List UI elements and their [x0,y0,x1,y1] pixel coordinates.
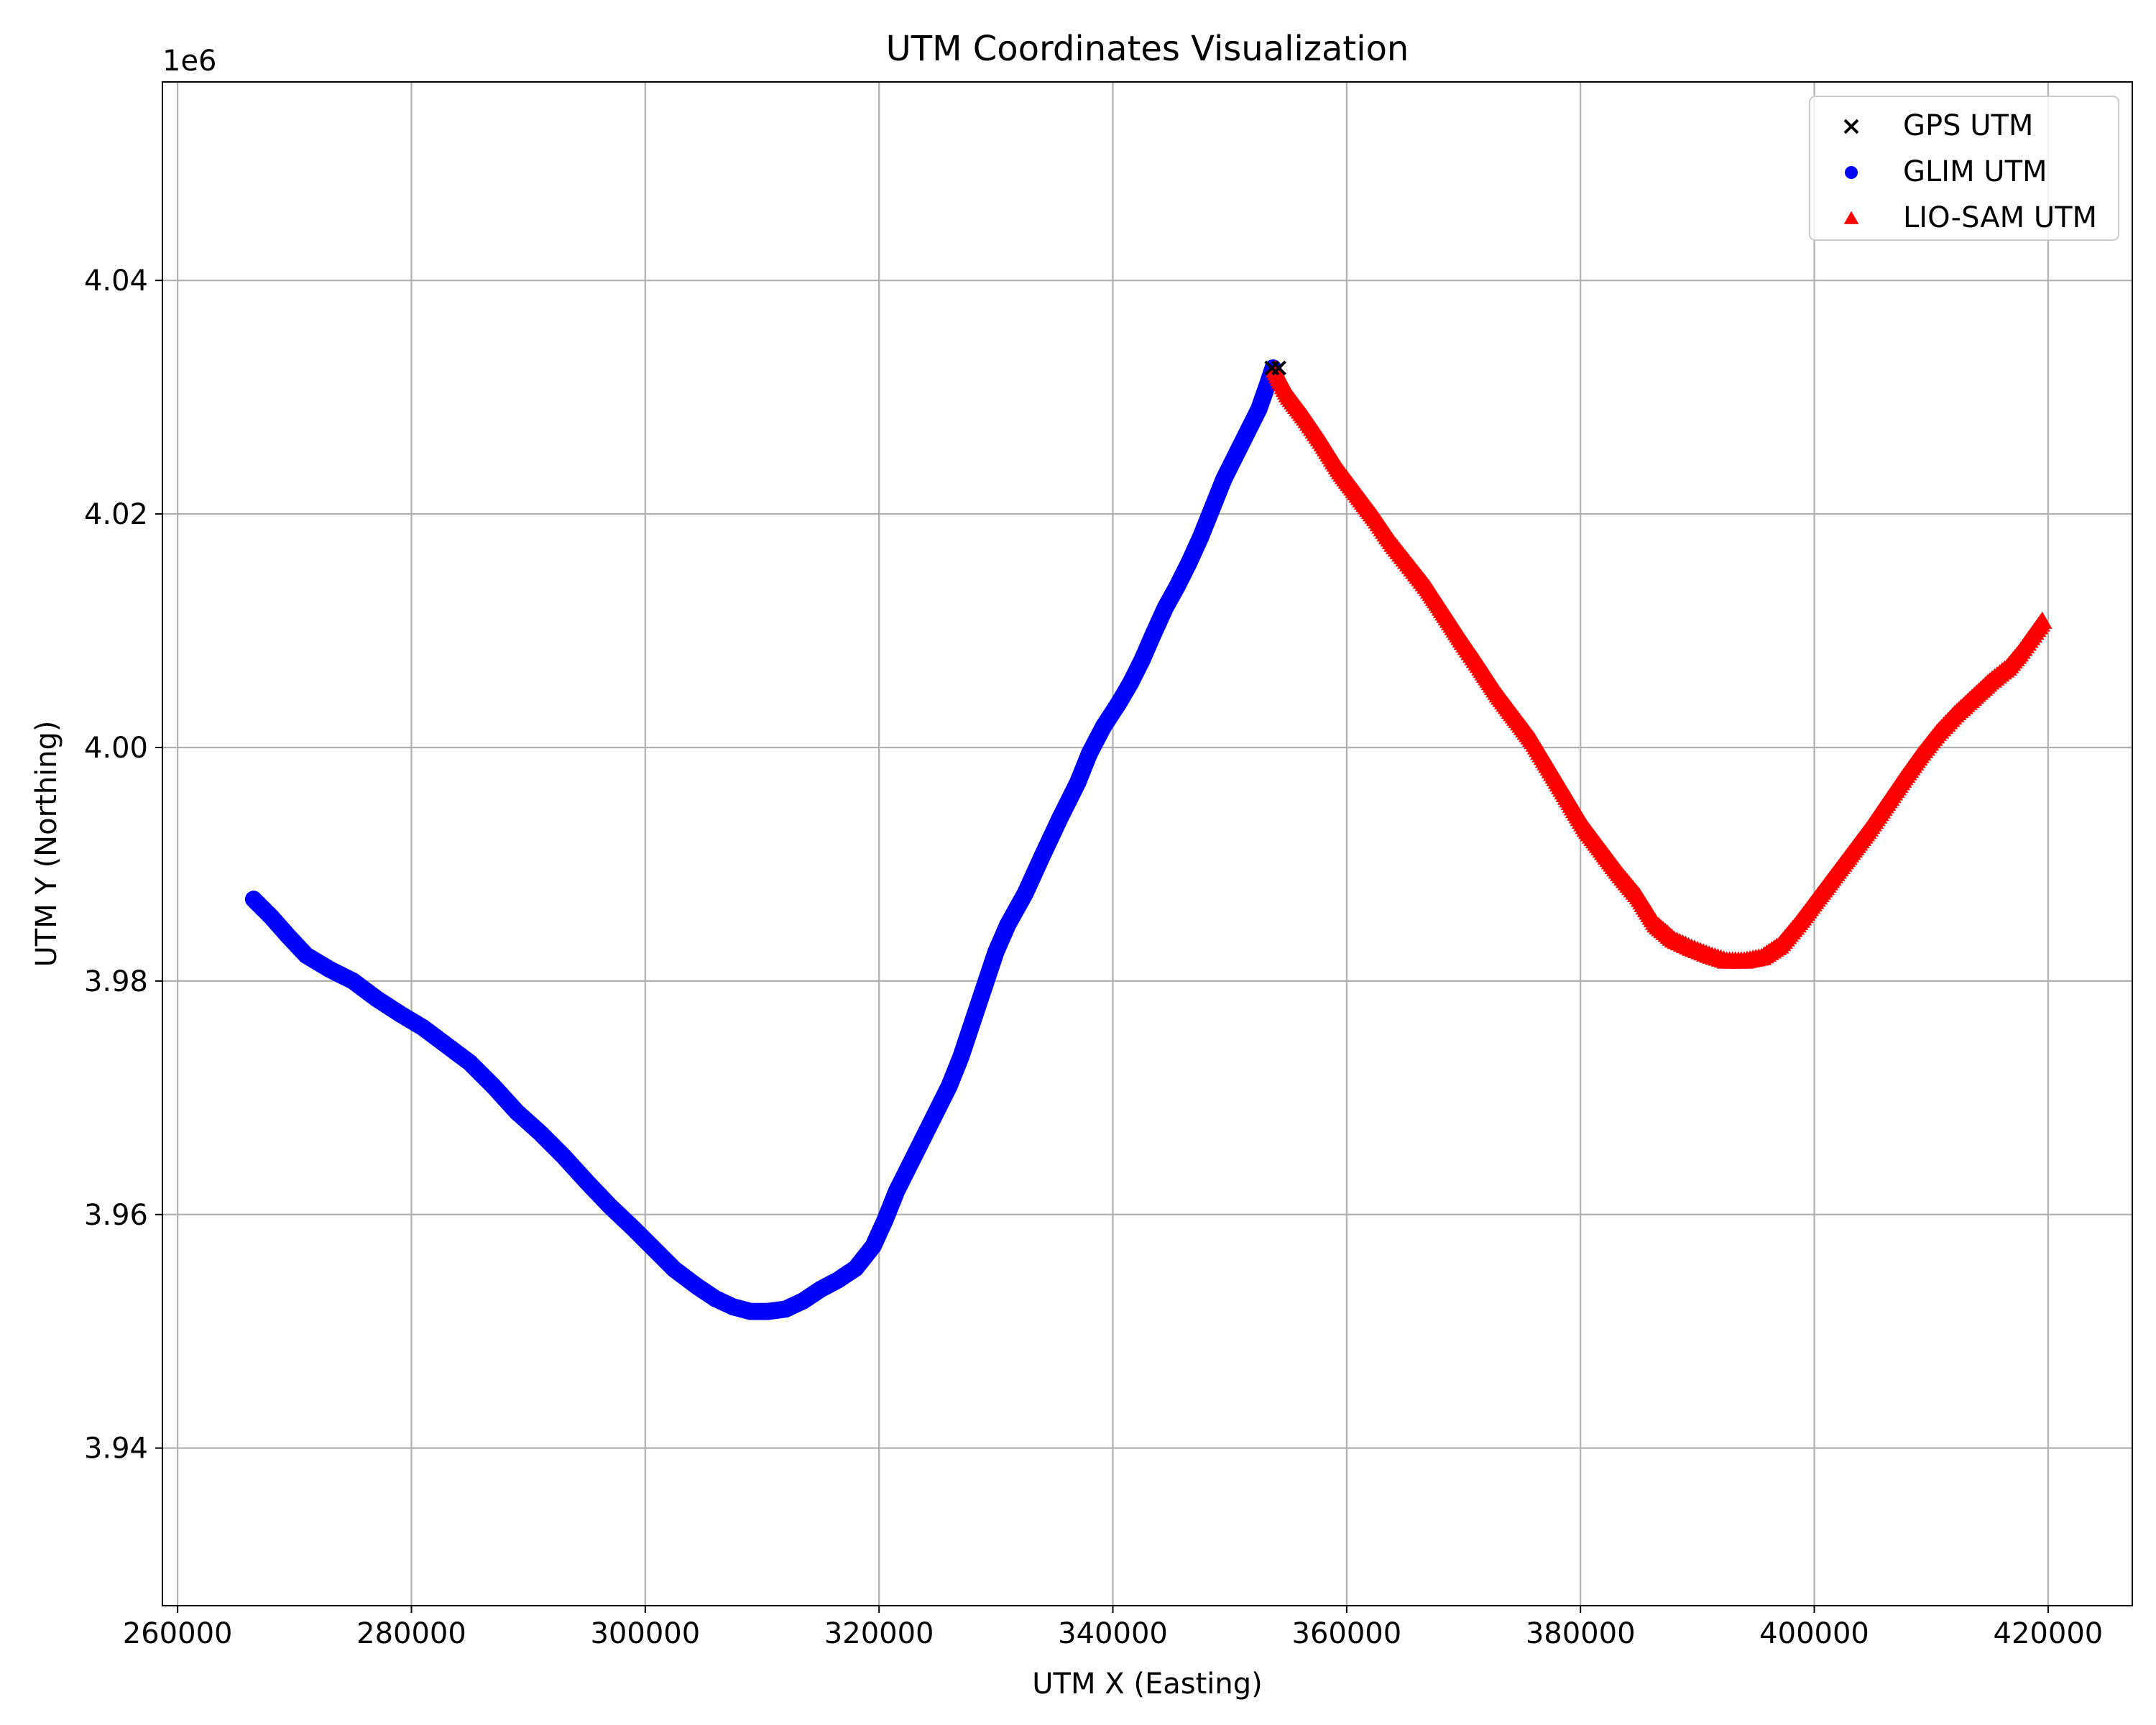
x-axis-label: UTM X (Easting) [1032,1668,1262,1701]
grid-lines [162,82,2132,1606]
chart-title: UTM Coordinates Visualization [886,29,1409,69]
y-axis-offset-text: 1e6 [162,45,217,78]
y-tick-label: 3.96 [84,1199,148,1232]
lio-sam-utm-point [2032,611,2053,629]
x-tick-label: 320000 [824,1617,934,1650]
legend-entry-label: GPS UTM [1903,109,2033,142]
x-tick-label: 420000 [1994,1617,2104,1650]
legend-entry-label: GLIM UTM [1903,155,2047,188]
triangle-marker-icon [1843,211,1859,224]
y-axis-ticks: 3.94 3.96 3.98 4.00 4.02 4.04 [84,264,162,1466]
x-tick-label: 260000 [123,1617,233,1650]
x-tick-label: 280000 [356,1617,466,1650]
series-gps-utm [1264,360,1286,376]
plot-area-frame [162,81,2133,1606]
y-axis-label: UTM Y (Northing) [30,720,63,967]
y-tick-label: 4.00 [84,732,148,765]
gps-utm-point [1271,360,1286,376]
x-tick-label: 400000 [1759,1617,1869,1650]
legend: GPS UTM GLIM UTM LIO-SAM UTM [1809,96,2119,241]
x-marker-icon [1843,119,1859,134]
legend-entry-label: LIO-SAM UTM [1903,201,2097,234]
x-tick-label: 380000 [1526,1617,1636,1650]
y-tick-label: 3.94 [84,1432,148,1466]
circle-marker-icon [1845,166,1858,179]
x-tick-label: 340000 [1058,1617,1168,1650]
series-glim-utm [244,359,1282,1320]
y-tick-label: 3.98 [84,965,148,998]
legend-box [1809,96,2119,241]
y-tick-label: 4.02 [84,498,148,531]
x-axis-ticks: 260000 280000 300000 320000 340000 360000 3800… [123,1606,2103,1650]
y-tick-label: 4.04 [84,264,148,298]
data-points [244,359,2053,1320]
x-tick-label: 300000 [590,1617,700,1650]
series-lio-sam-utm [1265,360,2053,969]
x-tick-label: 360000 [1292,1617,1402,1650]
